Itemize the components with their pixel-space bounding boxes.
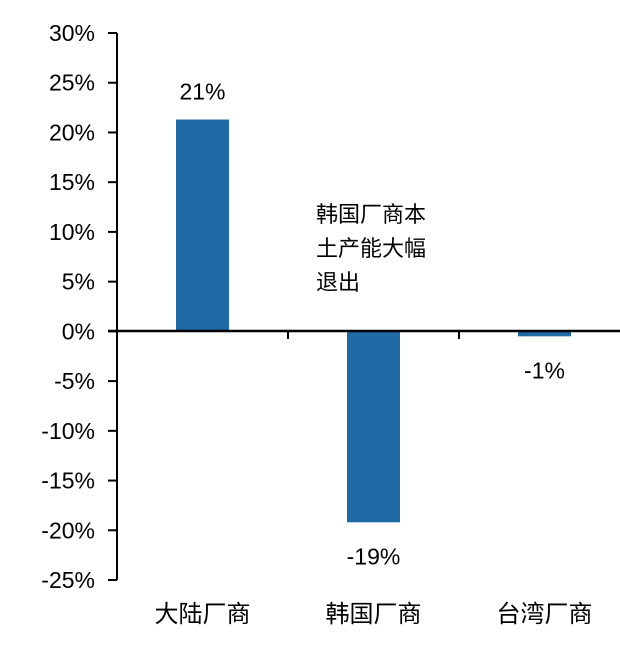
data-label: 21%	[179, 79, 225, 105]
y-tick-label: -20%	[41, 517, 95, 543]
data-label: -1%	[524, 357, 565, 383]
y-tick-label: 0%	[62, 318, 95, 344]
category-label: 台湾厂商	[497, 600, 593, 628]
data-label: -19%	[347, 543, 401, 569]
bar	[518, 331, 571, 337]
annotation-line: 退出	[316, 271, 360, 296]
y-axis-ticks: 30% 25% 20% 15% 10% 5% 0% -5% -10% -15% -20% -25%	[41, 20, 117, 593]
y-tick-label: -10%	[41, 418, 95, 444]
y-tick-label: -15%	[41, 468, 95, 494]
y-tick-label: -5%	[54, 368, 95, 394]
x-axis-ticks	[287, 331, 460, 339]
y-tick-label: 30%	[49, 20, 95, 46]
bar	[347, 331, 400, 523]
category-label: 韩国厂商	[326, 600, 422, 628]
category-labels: 大陆厂商 韩国厂商 台湾厂商	[155, 600, 593, 628]
annotation-line: 土产能大幅	[316, 237, 426, 262]
bar	[176, 119, 229, 332]
y-tick-label: -25%	[41, 567, 95, 593]
y-tick-label: 15%	[49, 169, 95, 195]
y-tick-label: 10%	[49, 219, 95, 245]
y-tick-label: 5%	[62, 269, 95, 295]
bars	[176, 119, 571, 523]
annotation-line: 韩国厂商本	[316, 203, 426, 228]
category-label: 大陆厂商	[155, 600, 251, 628]
y-tick-label: 25%	[49, 70, 95, 96]
y-tick-label: 20%	[49, 119, 95, 145]
data-labels: 21% -19% -1%	[179, 79, 564, 570]
